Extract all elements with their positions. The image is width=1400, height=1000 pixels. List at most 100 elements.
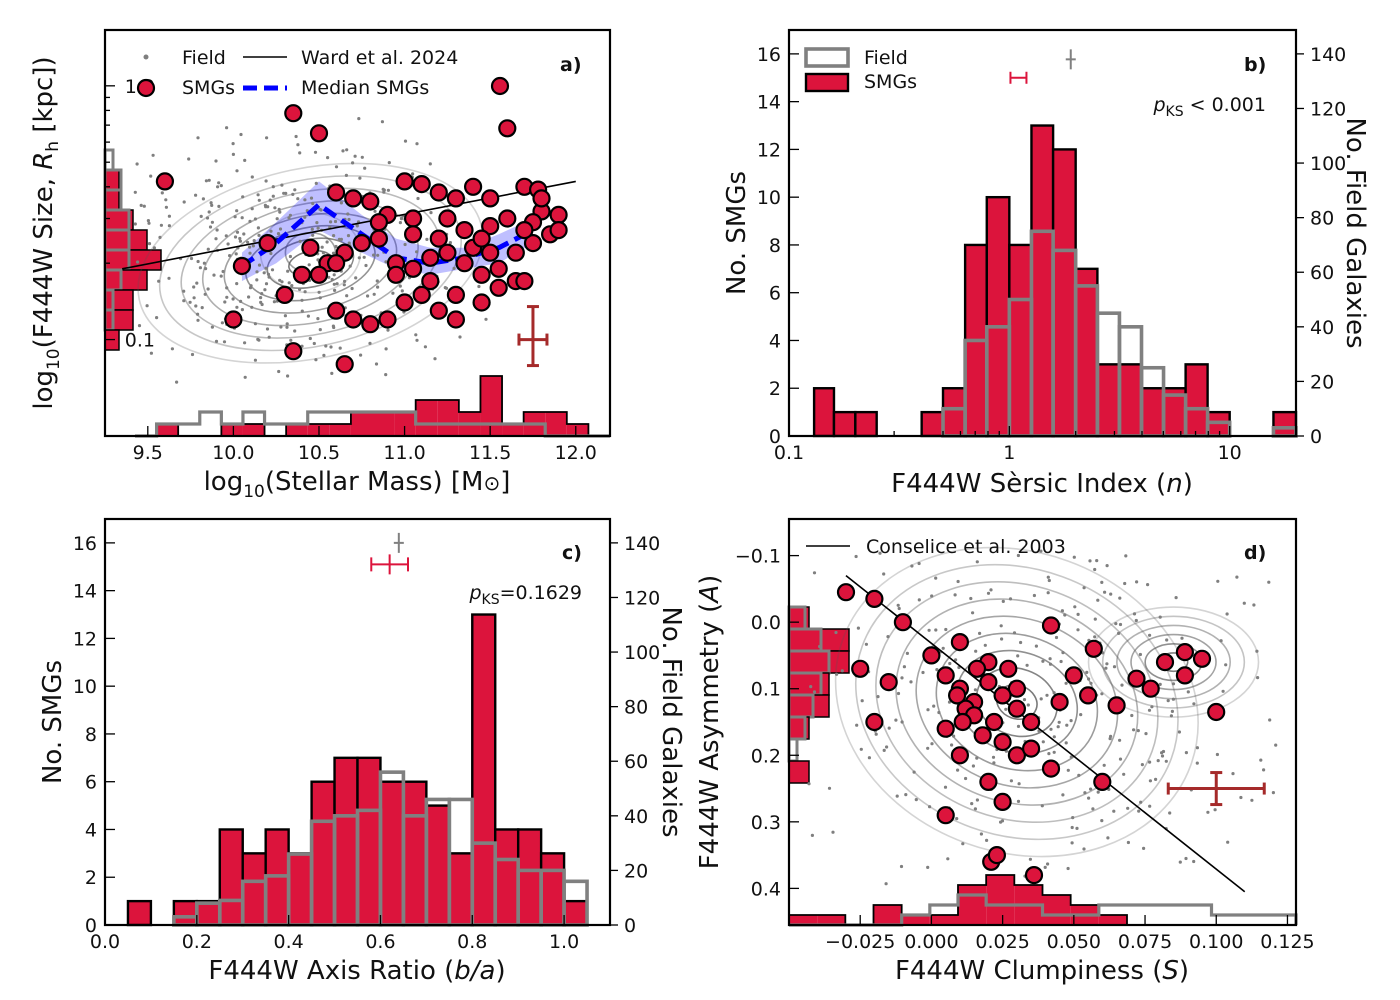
field-point xyxy=(167,224,171,228)
field-point xyxy=(222,340,227,344)
smg-point xyxy=(1084,639,1103,658)
field-point xyxy=(859,747,863,751)
field-point xyxy=(1046,575,1050,579)
smg-point xyxy=(1141,679,1160,698)
field-point xyxy=(355,224,359,228)
field-point xyxy=(1114,622,1118,626)
field-point xyxy=(217,181,221,185)
smg-point xyxy=(481,217,500,236)
field-point xyxy=(1224,663,1228,667)
field-point xyxy=(867,756,872,760)
smg-point xyxy=(404,259,423,278)
y-tick-label: 2 xyxy=(769,378,781,400)
field-point xyxy=(1130,713,1134,718)
legend-field-label: Field xyxy=(182,47,226,69)
panel-c-error-bars xyxy=(370,532,409,575)
field-point xyxy=(332,234,336,238)
field-point xyxy=(332,273,336,277)
field-point xyxy=(1104,666,1108,670)
field-point xyxy=(235,305,239,309)
field-point xyxy=(288,254,292,259)
field-contour xyxy=(223,212,398,314)
field-point xyxy=(265,327,270,331)
field-point xyxy=(307,263,311,267)
field-point xyxy=(970,802,974,806)
panel-d-label: d) xyxy=(1244,542,1266,564)
field-point xyxy=(293,329,297,333)
panel-c-xlabel: F444W Axis Ratio (b/a) xyxy=(208,956,505,986)
smg-point xyxy=(258,234,277,253)
field-point xyxy=(235,209,239,213)
panel-b-frame xyxy=(787,28,1298,438)
smg-sersic-bar xyxy=(1030,124,1055,438)
field-point xyxy=(240,216,244,220)
field-point xyxy=(1034,644,1038,648)
field-point xyxy=(1070,825,1074,830)
x-tick-label: 0.2 xyxy=(182,931,212,953)
field-point xyxy=(289,338,293,342)
x-tick-label: 9.5 xyxy=(133,442,163,464)
conselice-2003-line xyxy=(845,574,1246,893)
y-tick-label: 0.0 xyxy=(751,612,781,634)
field-point xyxy=(1019,640,1023,645)
field-point xyxy=(149,351,153,355)
field-point xyxy=(934,628,938,632)
field-point xyxy=(257,198,261,202)
field-point xyxy=(342,283,346,287)
panel-c-frame xyxy=(103,517,612,927)
field-point xyxy=(1069,719,1073,723)
field-point xyxy=(950,743,954,747)
smg-point xyxy=(950,746,970,765)
field-point xyxy=(1105,564,1109,568)
y-tick-label: 0 xyxy=(769,426,781,448)
smg-point xyxy=(979,772,998,792)
field-point xyxy=(208,225,213,229)
legend-smg-patch xyxy=(804,72,850,93)
field-point xyxy=(271,185,275,189)
field-point xyxy=(252,239,256,243)
y-tick-label: 12 xyxy=(73,628,97,650)
field-point xyxy=(835,672,839,676)
smg-axis-ratio-bar xyxy=(562,899,589,927)
field-point xyxy=(1168,811,1172,815)
field-point xyxy=(194,304,198,308)
panel-a-error-bar xyxy=(517,305,549,368)
field-point xyxy=(348,264,352,268)
field-point xyxy=(149,174,153,178)
field-point xyxy=(201,197,205,201)
y-tick-label-right: 0 xyxy=(624,915,636,937)
field-point xyxy=(243,375,247,379)
field-point xyxy=(1009,779,1014,783)
field-point xyxy=(910,564,914,568)
field-point xyxy=(248,219,252,223)
field-point xyxy=(270,268,275,272)
field-point xyxy=(1046,591,1050,595)
field-point xyxy=(1028,857,1032,861)
smg-mass-hist-bar xyxy=(242,424,265,436)
field-point xyxy=(964,776,968,781)
field-point xyxy=(1085,670,1089,675)
field-point xyxy=(287,281,291,285)
field-point xyxy=(214,339,219,343)
y-tick-label: 0.3 xyxy=(751,812,781,834)
field-point xyxy=(896,691,901,696)
field-point xyxy=(264,179,268,183)
field-point xyxy=(973,807,978,811)
field-point xyxy=(1070,841,1074,845)
smg-axis-ratio-bar xyxy=(172,899,199,927)
smg-point xyxy=(404,209,423,228)
field-point xyxy=(932,704,936,708)
field-point xyxy=(376,285,380,289)
field-point xyxy=(387,161,391,165)
field-point xyxy=(1082,847,1086,851)
field-point xyxy=(203,292,207,296)
smg-point xyxy=(865,712,884,732)
field-point xyxy=(212,273,216,277)
field-point xyxy=(1017,782,1021,786)
field-point xyxy=(400,289,404,293)
field-point xyxy=(484,317,488,321)
field-point xyxy=(239,299,243,303)
field-point xyxy=(325,240,329,244)
field-point xyxy=(384,260,388,264)
field-point xyxy=(231,152,235,156)
